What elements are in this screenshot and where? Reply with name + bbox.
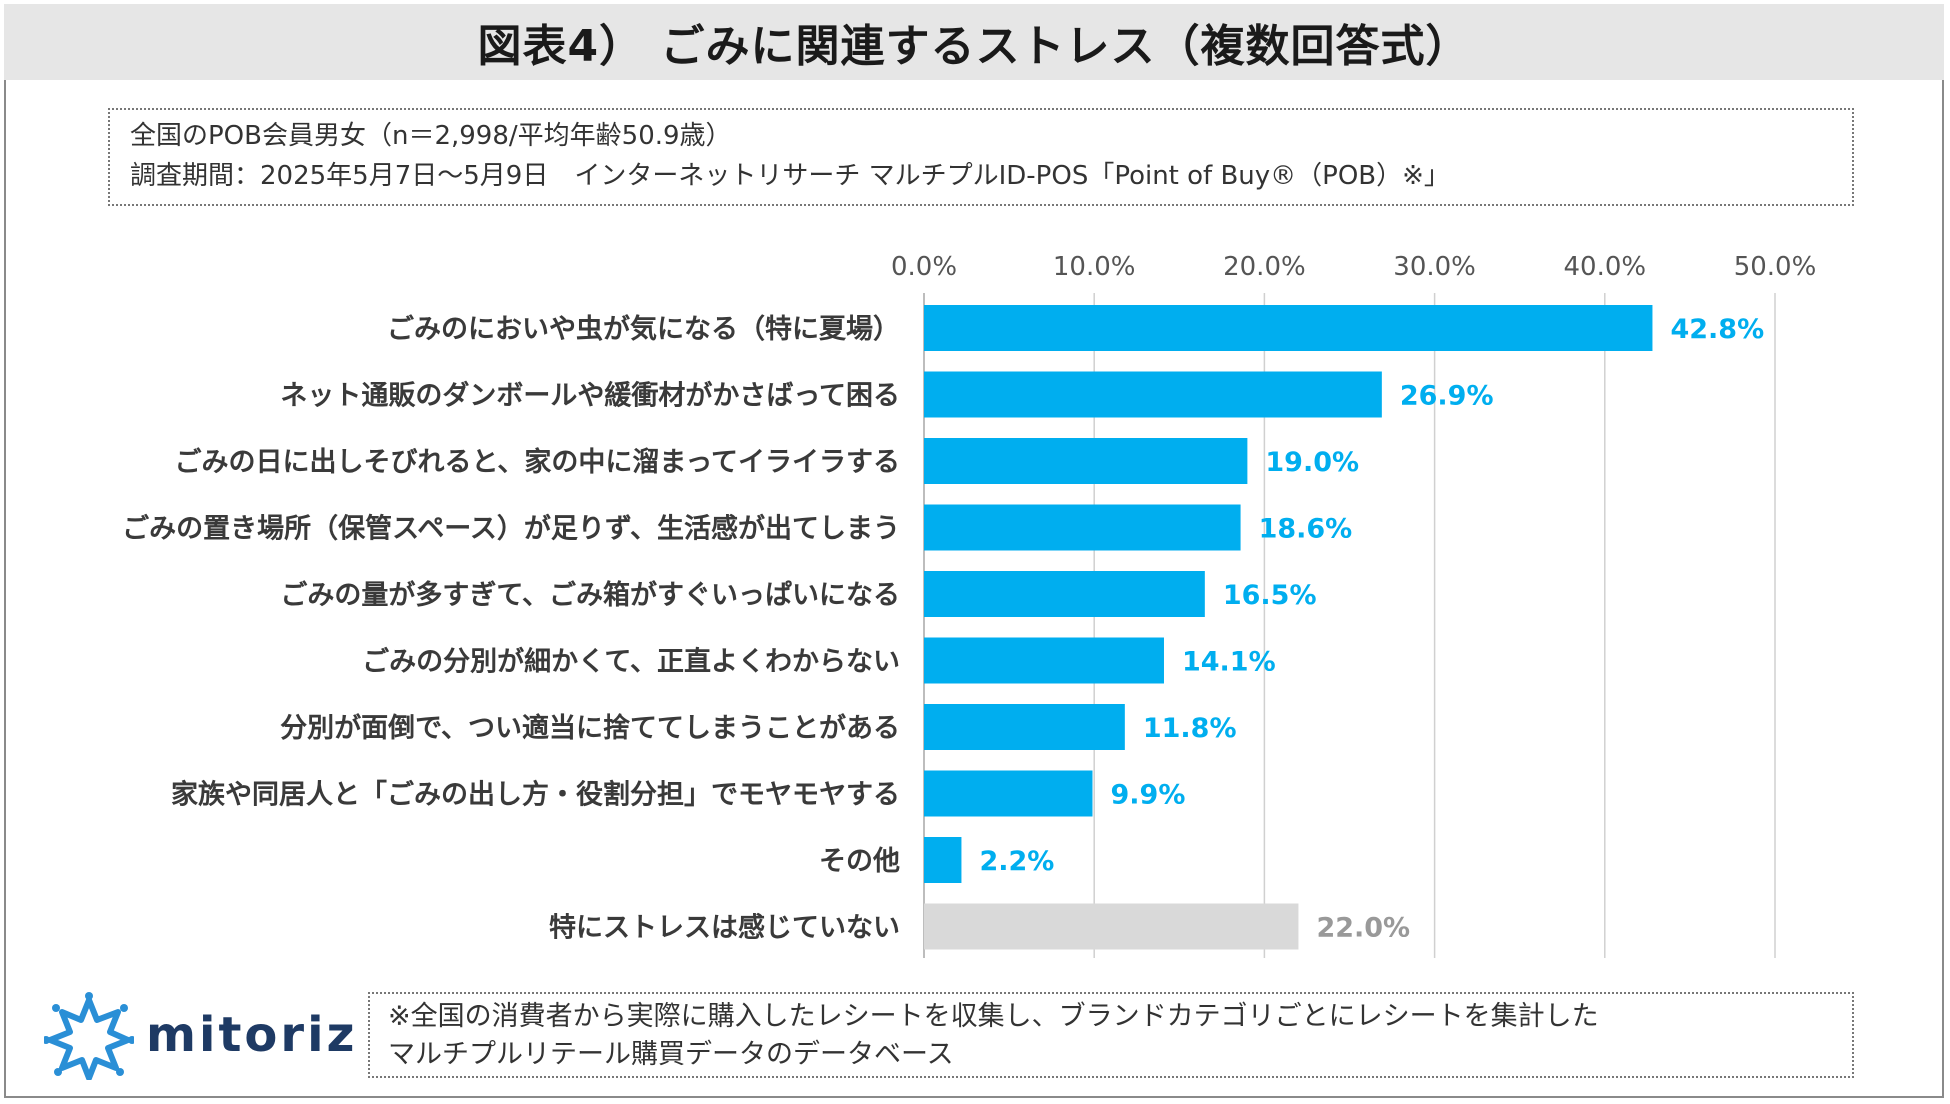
figure-title: 図表4） ごみに関連するストレス（複数回答式） (4, 4, 1944, 80)
footnote-box: ※全国の消費者から実際に購入したレシートを収集し、ブランドカテゴリごとにレシート… (368, 992, 1854, 1078)
category-label: ごみの量が多すぎて、ごみ箱がすぐいっぱいになる (280, 579, 900, 611)
gridlines (923, 293, 1776, 958)
value-label: 18.6% (1259, 514, 1353, 545)
survey-info-line-1: 全国のPOB会員男女（n＝2,998/平均年齢50.9歳） (130, 121, 732, 151)
bar (924, 637, 1164, 684)
bar (924, 770, 1093, 817)
mitoriz-logo: mitoriz (44, 990, 357, 1080)
bar (924, 305, 1653, 351)
x-tick-label: 0.0% (891, 252, 957, 282)
category-label: ごみの分別が細かくて、正直よくわからない (362, 646, 900, 678)
category-label: ごみのにおいや虫が気になる（特に夏場） (387, 313, 900, 345)
bar (924, 571, 1205, 617)
value-label: 22.0% (1316, 913, 1410, 944)
category-label: 分別が面倒で、つい適当に捨ててしまうことがある (280, 712, 900, 744)
category-label: ごみの置き場所（保管スペース）が足りず、生活感が出てしまう (122, 513, 900, 545)
bar (924, 837, 962, 883)
category-label: ごみの日に出しそびれると、家の中に溜まってイライラする (175, 446, 901, 478)
value-labels: 42.8% 26.9% 19.0% 18.6% 16.5% 14.1% 11.8% 9.9% 2… (979, 314, 1764, 944)
logo-text: mitoriz (146, 1007, 358, 1063)
x-tick-label: 50.0% (1734, 252, 1817, 282)
bar (924, 903, 1299, 950)
bars (924, 305, 1653, 950)
bar (924, 504, 1241, 551)
category-label: ネット通販のダンボールや緩衝材がかさばって困る (280, 380, 900, 412)
x-axis-ticks: 0.0% 10.0% 20.0% 30.0% 40.0% 50.0% (891, 252, 1816, 282)
category-label: 特にストレスは感じていない (549, 912, 900, 944)
value-label: 42.8% (1670, 314, 1764, 345)
footnote-line-1: ※全国の消費者から実際に購入したレシートを収集し、ブランドカテゴリごとにレシート… (388, 1001, 1599, 1032)
survey-info-line-2: 調査期間：2025年5月7日～5月9日 インターネットリサーチ マルチプルID-… (130, 161, 1450, 191)
logo-mark-icon (44, 992, 134, 1080)
x-tick-label: 40.0% (1563, 252, 1646, 282)
value-label: 11.8% (1143, 713, 1237, 744)
category-label: その他 (819, 846, 900, 877)
x-tick-label: 20.0% (1223, 252, 1306, 282)
bar-chart: 0.0% 10.0% 20.0% 30.0% 40.0% 50.0% ごみのにおいや虫が気… (122, 252, 1816, 958)
value-label: 16.5% (1223, 580, 1317, 611)
value-label: 2.2% (979, 846, 1054, 877)
category-label: 家族や同居人と「ごみの出し方・役割分担」でモヤモヤする (171, 779, 900, 811)
bar (924, 438, 1248, 484)
survey-info-box: 全国のPOB会員男女（n＝2,998/平均年齢50.9歳） 調査期間：2025年… (108, 108, 1854, 206)
value-label: 19.0% (1265, 447, 1359, 478)
x-tick-label: 10.0% (1053, 252, 1136, 282)
footnote-line-2: マルチプルリテール購買データのデータベース (388, 1039, 954, 1070)
bar (924, 704, 1125, 750)
bar (924, 371, 1382, 418)
category-labels: ごみのにおいや虫が気になる（特に夏場） ネット通販のダンボールや緩衝材がかさばって… (122, 313, 900, 944)
value-label: 26.9% (1400, 381, 1494, 412)
value-label: 9.9% (1110, 780, 1185, 811)
value-label: 14.1% (1182, 647, 1276, 678)
x-tick-label: 30.0% (1393, 252, 1476, 282)
